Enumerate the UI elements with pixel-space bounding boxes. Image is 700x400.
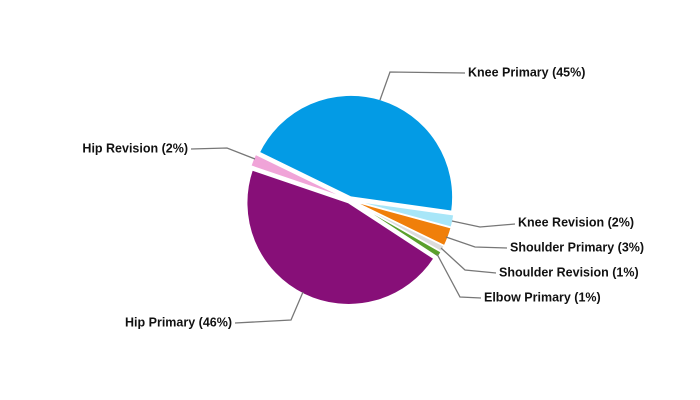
pie-slice <box>249 153 348 200</box>
slice-label: Shoulder Revision (1%) <box>499 265 639 279</box>
slice-label: Hip Primary (46%) <box>125 315 232 329</box>
leader-line <box>451 220 516 228</box>
leader-line <box>440 247 497 274</box>
pie-slice <box>352 200 443 259</box>
leader-line <box>190 147 256 160</box>
slice-label: Knee Revision (2%) <box>518 215 634 229</box>
slice-label: Knee Primary (45%) <box>468 65 585 79</box>
leader-line <box>379 71 466 101</box>
leader-line <box>436 253 482 299</box>
pie-slice <box>245 168 436 306</box>
leader-line <box>445 236 508 249</box>
slice-label: Elbow Primary (1%) <box>484 290 601 304</box>
slice-label: Hip Revision (2%) <box>82 141 188 155</box>
slice-label: Shoulder Primary (3%) <box>510 240 644 254</box>
leader-line <box>234 291 304 324</box>
